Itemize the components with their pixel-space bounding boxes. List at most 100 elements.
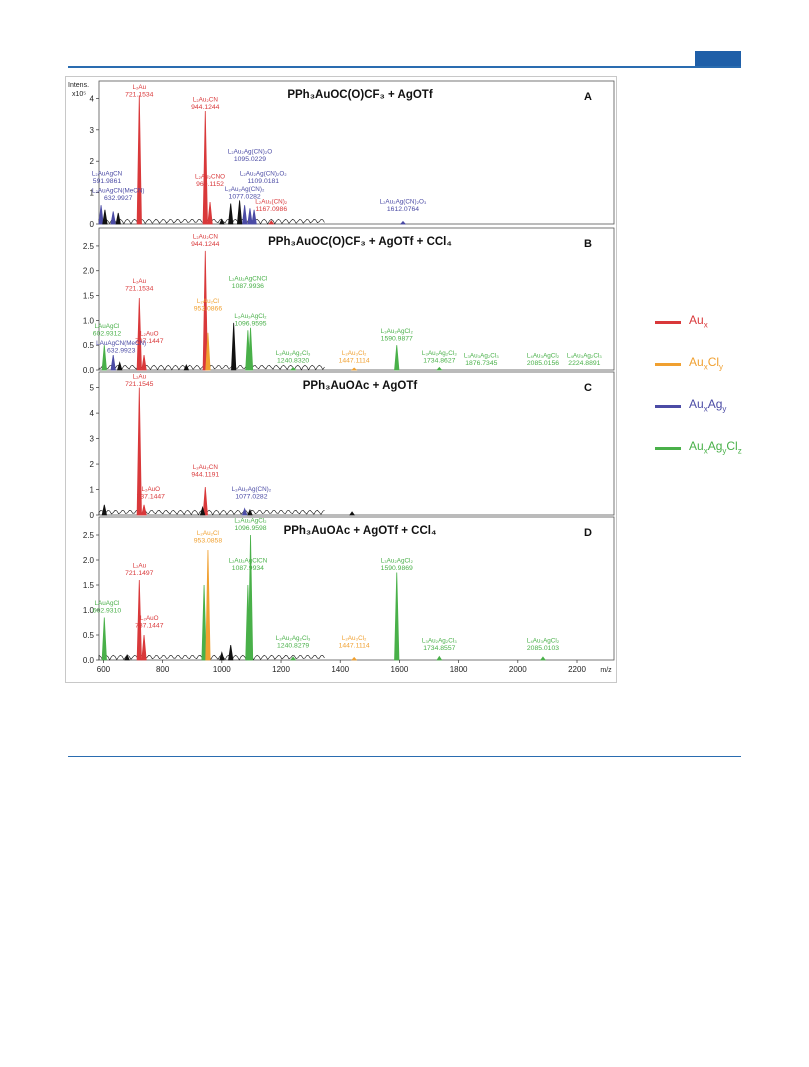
peak-label-mz: 1590.9869 — [381, 565, 413, 572]
peak-AuAgCl-D — [290, 656, 297, 661]
peak-label-mz: 632.9927 — [104, 195, 133, 202]
peak-label-mz: 944.1244 — [191, 104, 220, 111]
peak-label-name: L₂Au₂CN — [193, 97, 219, 104]
peak-label-name: L₄Au₃AgCl₂ — [527, 353, 560, 360]
peak-baseline-C — [199, 505, 206, 516]
peak-label-name: L₂Au₂AgCl₂ — [234, 518, 267, 525]
y-axis-multiplier: x10⁵ — [72, 91, 86, 98]
peak-Au-B — [141, 355, 147, 371]
peak-label-name: L₂Au₂AgCl₂ — [234, 313, 267, 320]
legend-label: AuxAgy — [689, 397, 727, 414]
peak-label-name: LAuAgCl — [95, 323, 120, 330]
peak-label-mz: 1095.0229 — [234, 156, 266, 163]
peak-label-name: L₂Au₂Ag₂Cl₃ — [276, 635, 311, 642]
peak-label-name: L₂AuO — [140, 615, 159, 622]
peak-AuAg-C — [241, 507, 248, 516]
peak-label-mz: 721.1534 — [125, 286, 154, 293]
peak-AuAg-A — [98, 205, 104, 225]
peak-label-mz: 1240.8320 — [277, 358, 309, 365]
peak-baseline-A — [219, 218, 225, 225]
peak-label-name: L₂Au₂Ag₂Cl₃ — [276, 350, 311, 357]
peak-label-name: L₃Au₂AgCl₂ — [381, 558, 414, 565]
peak-label-mz: 737.1447 — [135, 623, 164, 630]
peak-label-name: L₂Au₂AgClCN — [228, 558, 267, 565]
panel-title-A: PPh₃AuOC(O)CF₃ + AgOTf — [287, 89, 432, 101]
legend-swatch — [655, 363, 681, 366]
y-tick-label-B: 1.0 — [83, 316, 95, 325]
y-tick-label-D: 2.0 — [83, 556, 95, 565]
x-tick-label: 1200 — [272, 665, 290, 674]
peak-label-name: L₂AuO — [140, 330, 159, 337]
peak-AuAg-B — [110, 355, 116, 371]
peak-label-mz: 1096.9595 — [234, 320, 266, 327]
peak-AuAgCl-B — [247, 327, 254, 371]
peak-baseline-B — [231, 322, 237, 371]
peak-label-mz: 591.9861 — [93, 178, 122, 185]
peak-baseline-C — [349, 511, 356, 516]
y-tick-label-D: 1.0 — [83, 606, 95, 615]
peak-label-name: L₂Au — [132, 278, 146, 285]
peak-Au-B — [202, 250, 208, 371]
x-tick-label: 1400 — [331, 665, 349, 674]
y-tick-label-B: 0.5 — [83, 341, 95, 350]
peak-Au-D — [141, 634, 147, 661]
baseline-noise-B — [98, 364, 325, 371]
peak-label-name: L₂Au₂CN — [193, 233, 219, 240]
peak-AuAgCl-B — [290, 366, 297, 371]
footer-rule — [68, 756, 741, 757]
peak-label-name: L₂Au₃(CN)₂ — [255, 199, 288, 206]
peak-baseline-C — [247, 508, 253, 516]
peak-label-mz: 2085.0156 — [527, 360, 559, 367]
peak-label-mz: 737.1447 — [137, 493, 166, 500]
peak-baseline-A — [102, 209, 108, 225]
peak-label-name: L₂Au₂Cl — [197, 298, 219, 305]
y-tick-label-C: 1 — [90, 486, 95, 495]
panel-title-B: PPh₃AuOC(O)CF₃ + AgOTf + CCl₄ — [268, 236, 452, 248]
peak-label-mz: 1087.9934 — [232, 565, 264, 572]
peak-label-mz: 960.1152 — [196, 181, 224, 188]
peak-label-mz: 632.9923 — [107, 348, 136, 355]
peak-label-mz: 1077.0282 — [229, 194, 261, 201]
peak-label-name: L₂Au₂Ag(CN)₂O₃ — [379, 199, 426, 206]
peak-label-name: L₃Au₂Ag₂Cl₃ — [422, 638, 457, 645]
y-tick-label-B: 2.0 — [83, 267, 95, 276]
x-tick-label: 1800 — [450, 665, 468, 674]
legend: Aux AuxCly AuxAgy AuxAgyClz — [655, 312, 765, 455]
peak-label-mz: 721.1497 — [125, 570, 154, 577]
legend-swatch — [655, 405, 681, 408]
peak-label-mz: 1734.8557 — [423, 645, 455, 652]
x-tick-label: 800 — [156, 665, 170, 674]
peak-AuCl-D — [351, 656, 358, 661]
peak-label-mz: 953.0858 — [194, 538, 223, 545]
peak-AuAgCl-B — [436, 366, 443, 371]
legend-label: Aux — [689, 313, 708, 330]
peak-label-mz: 953.0866 — [194, 306, 223, 313]
peak-label-name: L₂Au₃Cl₂ — [342, 635, 367, 642]
y-tick-label-D: 2.5 — [83, 531, 95, 540]
legend-item-AuAg: AuxAgy — [655, 396, 765, 416]
peak-label-name: L₂Au₂CNO — [195, 173, 225, 180]
peak-label-name: L₂AuAgCN(MeCN) — [92, 188, 144, 195]
header-tab — [695, 51, 741, 66]
legend-swatch — [655, 321, 681, 324]
peak-Au-D — [136, 579, 142, 661]
x-tick-label: 1000 — [213, 665, 231, 674]
x-tick-label: 2000 — [509, 665, 527, 674]
panel-frame-A — [98, 80, 615, 225]
y-axis-label: Intens. — [68, 82, 89, 89]
peak-label-mz: 721.1534 — [125, 92, 154, 99]
peak-AuAgCl-B — [101, 345, 107, 371]
peak-Au-C — [136, 387, 142, 516]
y-tick-label-C: 5 — [90, 384, 95, 393]
panel-frame-C — [98, 371, 615, 516]
y-tick-label-B: 1.5 — [83, 292, 95, 301]
peak-baseline-D — [228, 644, 234, 661]
peak-label-mz: 602.9310 — [93, 608, 122, 615]
peak-label-name: L₂AuAgCN — [92, 170, 123, 177]
peak-Au-B — [136, 298, 142, 371]
legend-item-AuAgCl: AuxAgyClz — [655, 438, 765, 458]
peak-label-name: L₂Au₂Ag(CN)₂ — [225, 186, 265, 193]
peak-baseline-A — [236, 200, 243, 225]
peak-AuAg-A — [247, 208, 253, 225]
y-tick-label-A: 2 — [90, 157, 95, 166]
